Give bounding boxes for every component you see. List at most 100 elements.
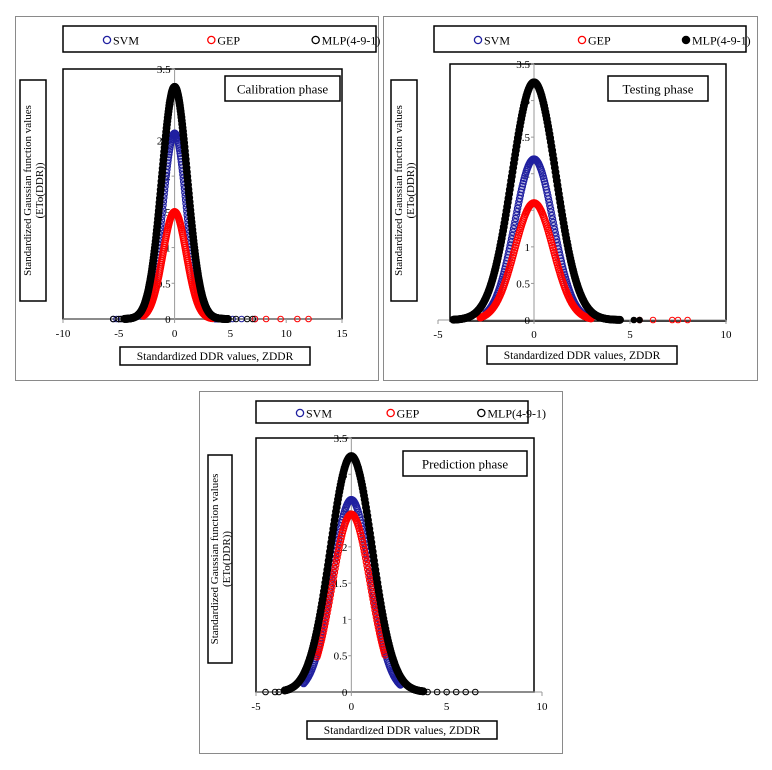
x-axis-label-box	[486, 345, 678, 365]
tail-point	[262, 688, 269, 696]
x-tick-label: -5	[433, 329, 443, 341]
legend-label-1: GEP	[217, 34, 240, 48]
legend-marker-0	[473, 35, 483, 45]
x-tick-label: 5	[444, 701, 450, 713]
phase-title-box	[224, 75, 341, 102]
tail-point	[452, 688, 460, 696]
prediction-chart-svg: SVM GEP MLP(4-9-1) Standardized Gaussian fu…	[207, 400, 549, 740]
y-tick-label: 0	[165, 314, 171, 326]
y-tick-label: 0.5	[516, 278, 530, 290]
tail-point	[275, 688, 283, 696]
phase-title: Calibration phase	[237, 82, 329, 97]
y-axis-label-box	[19, 79, 47, 302]
x-tick-label: -5	[114, 328, 124, 340]
series-2	[262, 452, 479, 696]
x-tick-label: 10	[721, 329, 733, 341]
phase-title: Prediction phase	[422, 457, 509, 472]
y-axis-label-line2: (ETo(DDR))	[405, 162, 417, 218]
y-tick-label: 2	[342, 542, 348, 554]
x-tick-label: 15	[337, 328, 349, 340]
y-axis-label: Standardized Gaussian function values	[209, 474, 221, 645]
testing-chart-svg: SVM GEP MLP(4-9-1) Standardized Gaussian fu…	[390, 25, 751, 365]
series-2	[109, 82, 257, 323]
y-tick-label: 0	[342, 687, 348, 699]
tail-point	[674, 316, 682, 324]
data-point	[616, 315, 624, 324]
y-tick-label: 1	[525, 242, 531, 254]
x-tick-label: 0	[349, 701, 355, 713]
tail-point	[115, 315, 123, 323]
y-axis-label-line2: (ETo(DDR))	[34, 162, 46, 218]
tail-point	[630, 316, 638, 324]
x-tick-label: 5	[228, 328, 234, 340]
tail-point	[113, 315, 120, 323]
series-1	[313, 510, 389, 661]
tail-point	[424, 688, 431, 696]
tail-point	[305, 315, 312, 323]
y-tick-label: 3.5	[157, 64, 171, 76]
y-axis-label: Standardized Gaussian function values	[22, 105, 34, 276]
series-1	[139, 208, 312, 323]
y-tick-label: 3.5	[516, 59, 530, 71]
legend-marker-1	[577, 35, 587, 45]
legend-marker-0	[102, 35, 112, 45]
y-axis-label: Standardized Gaussian function values	[393, 105, 405, 276]
legend-label-2: MLP(4-9-1)	[322, 34, 381, 48]
legend-label-1: GEP	[588, 34, 611, 48]
x-tick-label: 10	[281, 328, 293, 340]
y-tick-label: 1	[342, 614, 348, 626]
x-axis-label: Standardized DDR values, ZDDR	[504, 350, 661, 362]
tail-point	[277, 315, 284, 323]
x-tick-label: 0	[531, 329, 537, 341]
y-tick-label: 0	[525, 315, 531, 327]
x-tick-label: -10	[56, 328, 71, 340]
calibration-chart: SVM GEP MLP(4-9-1) Standardized Gaussian fu…	[15, 16, 381, 381]
legend-label-0: SVM	[306, 407, 332, 421]
tail-point	[117, 315, 125, 323]
legend-marker-2	[477, 408, 486, 418]
tail-point	[443, 688, 450, 696]
legend-label-0: SVM	[484, 34, 510, 48]
tail-point	[232, 315, 240, 323]
tail-point	[462, 688, 470, 696]
testing-chart: SVM GEP MLP(4-9-1) Standardized Gaussian fu…	[383, 16, 758, 381]
calibration-chart-svg: SVM GEP MLP(4-9-1) Standardized Gaussian fu…	[19, 25, 381, 366]
x-axis-label-box	[306, 720, 498, 740]
x-tick-label: 0	[172, 328, 178, 340]
x-tick-label: 10	[537, 701, 549, 713]
legend-label-0: SVM	[113, 34, 139, 48]
legend-label-2: MLP(4-9-1)	[487, 407, 546, 421]
prediction-chart: SVM GEP MLP(4-9-1) Standardized Gaussian fu…	[199, 391, 563, 754]
legend-label-2: MLP(4-9-1)	[692, 34, 751, 48]
phase-title-box	[607, 75, 709, 102]
tail-point	[294, 315, 301, 323]
y-axis-label-box	[207, 454, 233, 664]
x-tick-label: -5	[251, 701, 261, 713]
legend-box	[62, 25, 377, 53]
legend-box	[255, 400, 529, 424]
x-axis-label: Standardized DDR values, ZDDR	[137, 351, 294, 363]
tail-point	[636, 316, 643, 324]
x-axis-label: Standardized DDR values, ZDDR	[324, 725, 481, 737]
legend-label-1: GEP	[397, 407, 420, 421]
y-axis-label-line2: (ETo(DDR))	[221, 531, 233, 587]
legend-marker-2	[681, 35, 691, 45]
y-axis-label-box	[390, 79, 418, 302]
legend-marker-1	[207, 35, 216, 45]
y-tick-label: 3.5	[334, 433, 348, 445]
x-tick-label: 5	[627, 329, 633, 341]
x-axis-label-box	[119, 346, 311, 366]
tail-point	[249, 315, 257, 323]
tail-point	[251, 315, 259, 323]
tail-point	[649, 316, 657, 324]
y-tick-label: 0.5	[334, 651, 348, 663]
phase-title-box	[402, 450, 528, 477]
tail-point	[262, 315, 270, 323]
legend-marker-1	[386, 408, 395, 418]
tail-point	[684, 316, 691, 324]
legend-box	[433, 25, 747, 53]
tail-point	[471, 688, 479, 696]
phase-title: Testing phase	[623, 82, 694, 97]
y-tick-label: 1	[165, 243, 171, 255]
legend-marker-0	[295, 408, 305, 418]
